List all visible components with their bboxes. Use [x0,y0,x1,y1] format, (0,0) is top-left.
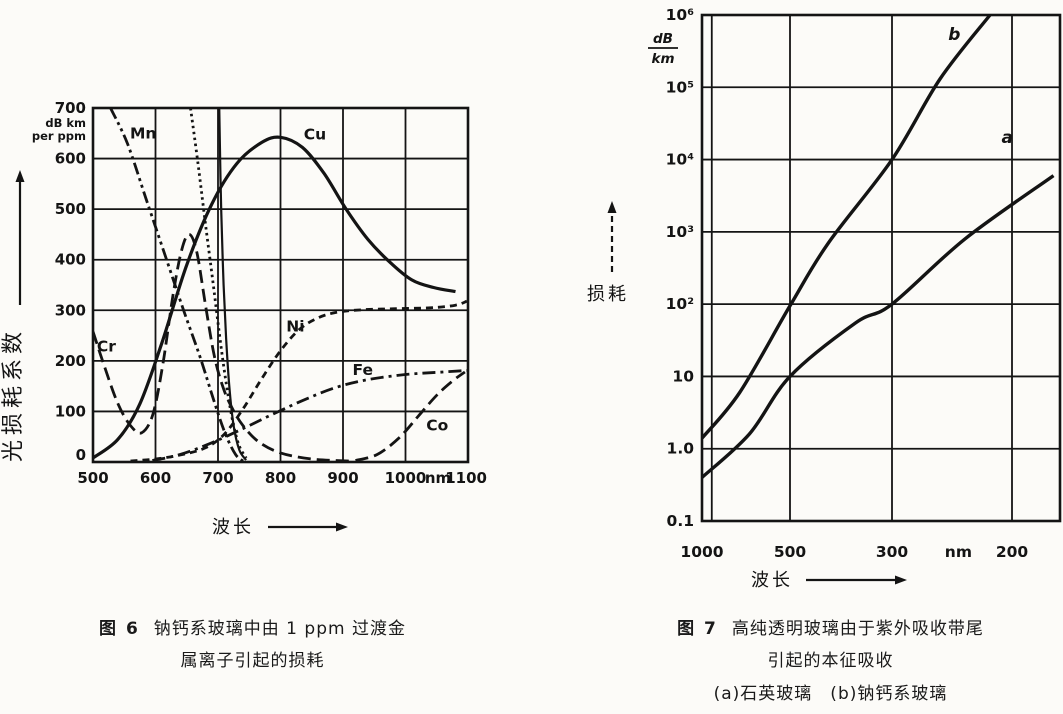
fig7-x-axis-name: 波长 [751,570,793,591]
fig7-xtick-1000: 1000 [680,543,723,561]
fig7-series-label-b: b [948,25,960,45]
fig6-y-unit-line1: dB km [45,116,86,130]
fig6-y-axis-arrow [15,170,25,305]
fig7-caption-legend: (a)石英玻璃 (b)钠钙系玻璃 [713,683,948,704]
fig7-unit-numerator: dB [653,31,673,47]
fig7-xtick-300: 300 [876,543,909,561]
fig7-plot-frame [700,13,1062,523]
fig6-caption-line1: 图 6 钠钙系玻璃中由 1 ppm 过渡金 [30,613,475,645]
fig6-xtick-500: 500 [77,469,108,487]
fig6-xtick-900: 900 [327,469,358,487]
fig6-ytick-400: 400 [55,251,86,269]
fig7-y-axis-name: 损耗 [587,284,629,305]
fig7-ytick-10³: 10³ [666,223,694,241]
fig7-ytick-10²: 10² [666,295,694,313]
fig6-curve-Cu [93,135,456,460]
fig6-ytick-200: 200 [55,352,86,370]
fig7-curve-b [702,13,992,440]
fig6-y-unit-line2: per ppm [32,129,86,143]
fig6-curve-Fe [152,369,467,462]
fig7-number: 图 7 [677,619,718,639]
fig7-xtick-nm: nm [945,543,972,561]
fig6-gridlines [92,107,469,463]
fig6-curve-Mn [109,107,244,463]
fig6-x-axis-arrow [268,522,348,532]
fig6-curve-Co [355,370,466,462]
fig6-series-labels: Mn Cu Cr Ni Fe Co [97,124,448,434]
fig7-curve-a [702,174,1055,479]
fig7-xtick-200: 200 [996,543,1029,561]
fig6-y-tick-labels: 700 600 500 400 300 200 100 0 [55,99,86,464]
fig6-curve-unlabeled-6 [189,107,248,459]
fig7-ytick-10⁵: 10⁵ [666,78,694,96]
fig6-series-label-Co: Co [426,417,448,435]
fig6-series-label-Cu: Cu [304,125,326,143]
fig6-y-axis-name: 光损耗系数 [1,327,26,462]
fig7-caption: 图 7 高纯透明玻璃由于紫外吸收带尾 引起的本征吸收 (a)石英玻璃 (b)钠钙系… [603,613,1058,710]
fig6-number: 图 6 [99,619,140,639]
fig7-series [702,13,1055,479]
fig6-ytick-600: 600 [55,150,86,168]
fig6-curve-unlabeled-7 [218,107,248,461]
fig6-ytick-300: 300 [55,301,86,319]
fig7-x-axis-arrow [806,575,907,585]
fig7-y-unit-fraction: dB km [648,31,678,67]
fig7-y-axis-arrow [607,201,617,272]
fig6-ytick-100: 100 [55,402,86,420]
fig6-curve-Cr [93,233,350,463]
fig7-ytick-10⁶: 10⁶ [666,6,695,24]
fig6-series [93,107,468,463]
fig6-xtick-1100: 1100 [445,469,487,487]
fig6-ytick-700: 700 [55,99,86,117]
fig6-caption-text1: 钠钙系玻璃中由 1 ppm 过渡金 [153,619,406,639]
fig6-xtick-600: 600 [140,469,171,487]
fig6-xtick-1000: 1000 [385,469,427,487]
fig7-ytick-10: 10 [672,367,694,385]
fig7-y-tick-labels: 10⁶ 10⁵ 10⁴ 10³ 10² 10 1.0 0.1 [666,6,695,530]
fig6-xtick-nm: nm [425,469,451,487]
fig6-ytick-500: 500 [55,200,86,218]
fig7-caption-line1: 图 7 高纯透明玻璃由于紫外吸收带尾 [603,613,1058,645]
fig7-absorption-chart: 10⁶ 10⁵ 10⁴ 10³ 10² 10 1.0 0.1 dB km 1000 500 300 nm 2… [587,6,1062,591]
fig6-series-label-Cr: Cr [97,338,116,356]
fig7-ytick-0.1: 0.1 [667,512,694,530]
fig7-series-labels: ab [948,25,1013,148]
fig7-xtick-500: 500 [774,543,807,561]
fig6-xtick-700: 700 [202,469,233,487]
fig6-series-label-Mn: Mn [130,124,156,142]
fig7-ytick-10⁴: 10⁴ [666,151,695,169]
fig6-series-label-Ni: Ni [286,317,304,335]
fig6-caption-line2: 属离子引起的损耗 [180,651,325,672]
fig6-x-axis-name: 波长 [212,517,254,538]
fig7-caption-line2: 引起的本征吸收 [767,651,894,672]
fig6-xtick-800: 800 [265,469,296,487]
fig7-x-tick-labels: 1000 500 300 nm 200 [680,543,1028,561]
fig7-caption-text1: 高纯透明玻璃由于紫外吸收带尾 [731,619,984,639]
fig6-series-label-Fe: Fe [353,361,373,379]
fig6-curve-Ni [130,299,468,463]
fig6-caption: 图 6 钠钙系玻璃中由 1 ppm 过渡金 属离子引起的损耗 [30,613,475,678]
fig7-unit-denominator: km [651,51,674,67]
fig7-series-label-a: a [1002,128,1013,148]
fig7-ytick-1.0: 1.0 [667,440,695,458]
fig7-gridlines [701,14,1060,522]
fig6-plot-frame [91,106,470,464]
fig6-ytick-0: 0 [76,446,86,464]
